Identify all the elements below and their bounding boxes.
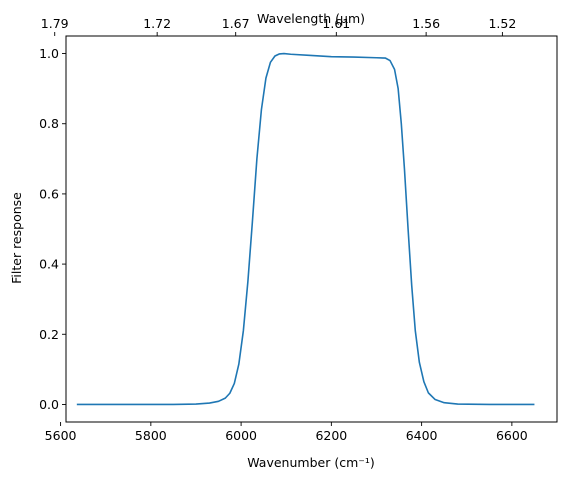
top-x-tick-label: 1.52 [488,16,516,31]
x-tick-label: 6400 [406,428,438,443]
series-line-0 [76,52,535,406]
top-x-tick-label: 1.61 [322,16,350,31]
x-tick-label: 6200 [315,428,347,443]
y-tick-label: 0.2 [39,327,59,342]
y-tick-label: 0.8 [39,116,59,131]
y-axis-label: Filter response [9,192,24,284]
top-x-tick-label: 1.72 [143,16,171,31]
x-tick-label: 5800 [135,428,167,443]
y-tick-label: 0.0 [39,397,59,412]
y-tick-label: 1.0 [39,46,59,61]
y-tick-label: 0.6 [39,186,59,201]
plot-frame [65,35,558,423]
x-axis-label: Wavenumber (cm⁻¹) [247,455,374,470]
y-tick-label: 0.4 [39,257,59,272]
top-x-tick-label: 1.56 [412,16,440,31]
top-x-tick-label: 1.67 [222,16,250,31]
x-tick-label: 6000 [225,428,257,443]
x-tick-label: 5600 [45,428,77,443]
top-x-tick-label: 1.79 [41,16,69,31]
x-tick-label: 6600 [496,428,528,443]
top-x-axis-label: Wavelength (μm) [257,11,365,26]
